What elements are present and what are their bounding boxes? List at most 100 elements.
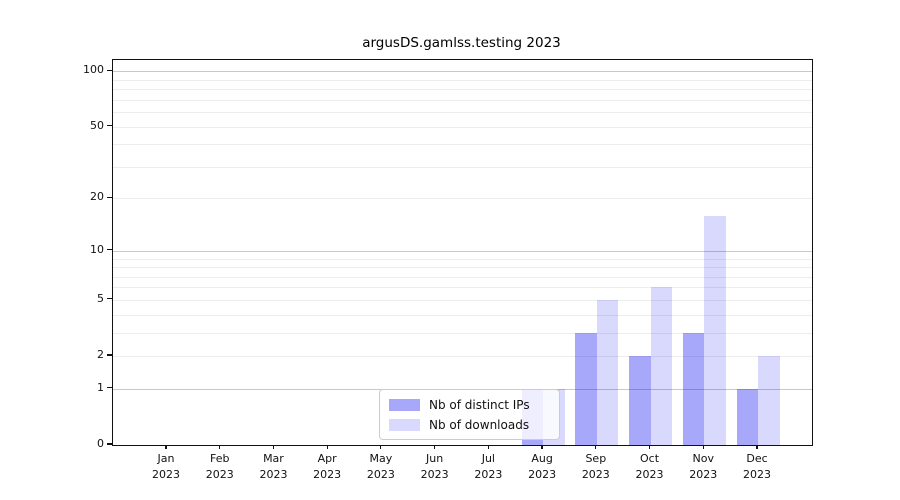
x-tick-label: Feb 2023 [188, 451, 252, 482]
x-tick-month: Feb [209, 452, 230, 465]
bar-downloads [650, 287, 673, 445]
x-tick-month: Jan [157, 452, 175, 465]
x-tick-mark [487, 445, 489, 449]
x-tick-label: Aug 2023 [510, 451, 574, 482]
x-tick-mark [272, 445, 275, 449]
y-tick-mark [107, 124, 112, 127]
y-tick-label: 20 [90, 190, 104, 204]
minor-gridline [113, 356, 812, 358]
x-tick-label: Dec 2023 [725, 451, 789, 482]
x-tick-year: 2023 [152, 467, 180, 481]
x-tick-label: Mar 2023 [241, 451, 305, 482]
minor-gridline [113, 267, 812, 269]
minor-gridline [113, 314, 812, 316]
major-gridline [113, 71, 812, 73]
y-tick-label: 0 [97, 437, 104, 450]
minor-gridline [113, 299, 812, 301]
y-tick-label: 5 [97, 291, 104, 305]
y-tick-label: 100 [83, 63, 104, 77]
x-tick-month: Jun [426, 452, 444, 465]
x-tick-year: 2023 [259, 467, 288, 481]
minor-gridline [113, 332, 812, 334]
major-gridline [113, 250, 812, 252]
x-tick-label: May 2023 [349, 451, 413, 482]
x-tick-label: Sep 2023 [564, 451, 628, 482]
x-tick-mark [756, 445, 758, 449]
minor-gridline [113, 258, 812, 260]
x-tick-label: Nov 2023 [671, 451, 735, 482]
bar-distinct-ips [575, 332, 597, 445]
y-tick-label: 2 [97, 348, 104, 362]
x-tick-year: 2023 [474, 467, 503, 481]
x-tick-label: Jun 2023 [403, 451, 467, 482]
y-tick-mark [107, 69, 112, 71]
minor-gridline [113, 276, 812, 278]
x-tick-mark [648, 445, 651, 449]
minor-gridline [113, 99, 812, 101]
legend-row-downloads: Nb of downloads [389, 416, 550, 433]
x-tick-mark [541, 445, 543, 449]
legend-row-distinct-ips: Nb of distinct IPs [389, 396, 550, 413]
x-tick-year: 2023 [313, 467, 342, 481]
x-tick-month: Apr [317, 452, 337, 465]
plot-area: Nb of distinct IPs Nb of downloads [112, 59, 813, 446]
y-tick-mark [107, 249, 112, 251]
x-tick-year: 2023 [635, 467, 664, 481]
x-tick-year: 2023 [205, 467, 234, 481]
x-tick-year: 2023 [420, 467, 449, 481]
x-tick-mark [702, 445, 704, 449]
x-tick-year: 2023 [528, 467, 557, 481]
x-tick-year: 2023 [366, 467, 395, 481]
x-tick-mark [219, 445, 221, 449]
x-tick-mark [380, 445, 382, 449]
minor-gridline [113, 79, 812, 81]
x-tick-month: Sep [585, 452, 607, 465]
bar-downloads [596, 299, 619, 445]
minor-gridline [113, 198, 812, 200]
legend: Nb of distinct IPs Nb of downloads [379, 389, 560, 440]
y-tick-mark [107, 443, 112, 445]
x-tick-label: Apr 2023 [295, 451, 359, 482]
y-tick-label: 50 [90, 118, 104, 132]
x-tick-year: 2023 [581, 467, 610, 481]
legend-label-distinct-ips: Nb of distinct IPs [429, 397, 530, 412]
x-tick-month: Aug [531, 452, 553, 465]
y-tick-mark [107, 196, 112, 198]
y-tick-mark [107, 298, 112, 300]
chart-title: argusDS.gamlss.testing 2023 [362, 35, 561, 51]
bar-distinct-ips [682, 332, 705, 445]
minor-gridline [113, 166, 812, 168]
bar-distinct-ips [629, 356, 651, 445]
x-tick-label: Jul 2023 [456, 451, 520, 482]
x-tick-month: Mar [263, 452, 284, 465]
y-tick-mark [107, 354, 112, 356]
y-tick-mark [107, 387, 112, 389]
bar-downloads [758, 356, 780, 445]
bar-distinct-ips [736, 388, 758, 445]
y-tick-label: 1 [97, 380, 104, 394]
x-tick-label: Oct 2023 [618, 451, 682, 482]
x-tick-month: Jul [481, 452, 495, 465]
legend-label-downloads: Nb of downloads [429, 417, 530, 432]
minor-gridline [113, 144, 812, 146]
downloads-swatch [389, 418, 420, 431]
x-tick-mark [434, 445, 436, 449]
x-tick-year: 2023 [689, 467, 718, 481]
minor-gridline [113, 126, 812, 128]
x-tick-month: Dec [746, 452, 768, 465]
x-tick-month: Oct [640, 452, 660, 465]
x-tick-month: May [369, 452, 393, 465]
minor-gridline [113, 112, 812, 114]
x-tick-mark [326, 445, 328, 449]
x-tick-year: 2023 [743, 467, 771, 481]
minor-gridline [113, 287, 812, 289]
distinct-ips-swatch [389, 398, 420, 411]
minor-gridline [113, 89, 812, 91]
y-tick-label: 10 [90, 242, 104, 256]
bar-downloads [704, 215, 726, 445]
x-tick-month: Nov [692, 452, 714, 465]
x-tick-mark [595, 445, 597, 449]
x-tick-mark [165, 445, 167, 449]
x-tick-label: Jan 2023 [134, 451, 198, 482]
